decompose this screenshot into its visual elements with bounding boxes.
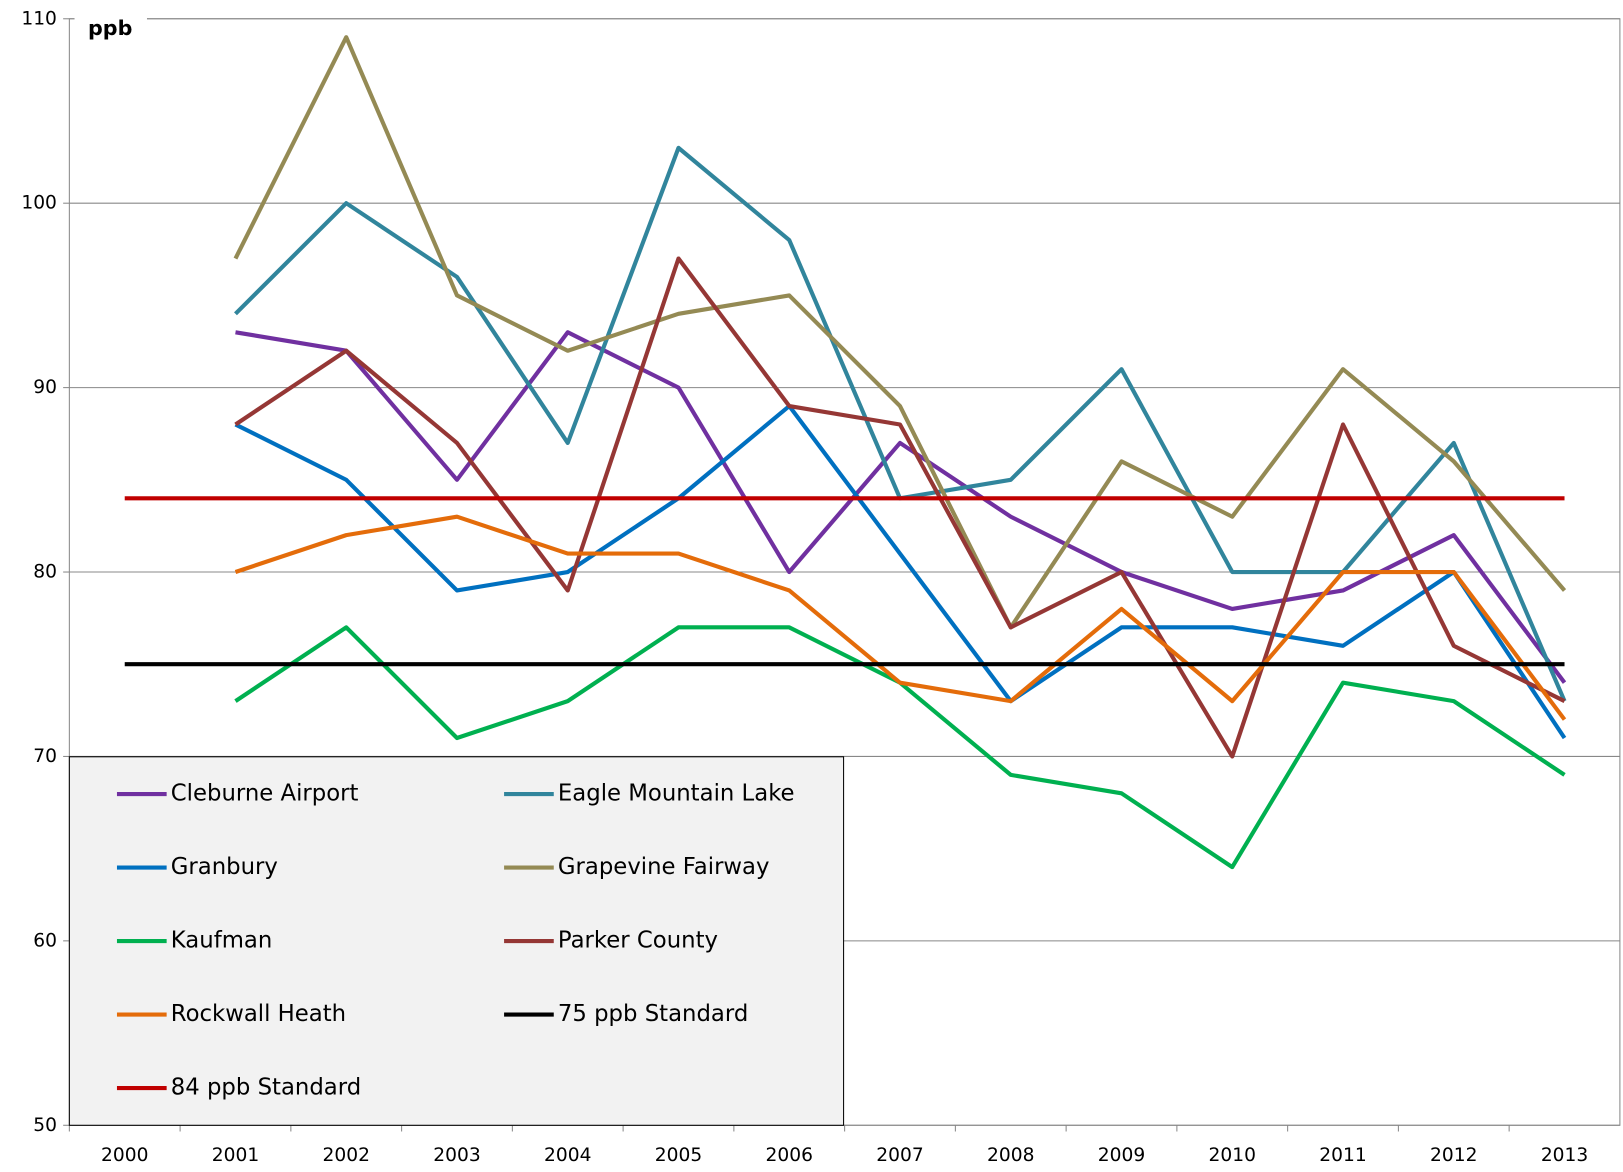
legend-label: Rockwall Heath bbox=[171, 1001, 346, 1027]
legend-label: 84 ppb Standard bbox=[171, 1075, 361, 1101]
y-tick-label: 90 bbox=[33, 377, 57, 398]
series-line bbox=[234, 256, 1566, 759]
y-tick-label: 70 bbox=[33, 746, 57, 767]
y-axis-label: ppb bbox=[88, 16, 132, 40]
x-tick-label: 2013 bbox=[1541, 1145, 1588, 1166]
x-tick-label: 2010 bbox=[1209, 1145, 1256, 1166]
x-tick-label: 2009 bbox=[1098, 1145, 1145, 1166]
series-line bbox=[233, 35, 1567, 630]
legend-label: Kaufman bbox=[171, 928, 272, 954]
x-tick-label: 2000 bbox=[101, 1145, 148, 1166]
legend-label: Granbury bbox=[171, 854, 278, 880]
series-line bbox=[234, 514, 1567, 721]
series-line bbox=[235, 330, 1567, 684]
y-tick-label: 110 bbox=[21, 8, 57, 29]
x-tick-label: 2006 bbox=[766, 1145, 813, 1166]
x-tick-label: 2007 bbox=[876, 1145, 923, 1166]
legend bbox=[68, 756, 845, 1126]
x-tick-label: 2004 bbox=[544, 1145, 591, 1166]
legend-label: Parker County bbox=[558, 928, 718, 954]
ylabel-bg bbox=[74, 10, 147, 48]
series-line bbox=[234, 403, 1567, 740]
y-tick-label: 60 bbox=[33, 930, 57, 951]
y-tick-label: 50 bbox=[33, 1115, 57, 1136]
x-tick-label: 2011 bbox=[1319, 1145, 1366, 1166]
y-tick-label: 80 bbox=[33, 562, 57, 583]
x-tick-label: 2003 bbox=[433, 1145, 480, 1166]
legend-label: Eagle Mountain Lake bbox=[558, 781, 795, 807]
legend-label: 75 ppb Standard bbox=[558, 1001, 748, 1027]
x-tick-label: 2002 bbox=[323, 1145, 370, 1166]
x-tick-label: 2012 bbox=[1430, 1145, 1477, 1166]
y-tick-label: 100 bbox=[21, 193, 57, 214]
lines bbox=[124, 35, 1567, 870]
legend-entries: Cleburne Airport Eagle Mountain Lake Granb… bbox=[116, 781, 795, 1101]
legend-label: Grapevine Fairway bbox=[558, 854, 770, 880]
x-tick-label: 2005 bbox=[655, 1145, 702, 1166]
legend-label: Cleburne Airport bbox=[171, 781, 359, 807]
x-tick-label: 2001 bbox=[212, 1145, 259, 1166]
x-tick-label: 2008 bbox=[987, 1145, 1034, 1166]
